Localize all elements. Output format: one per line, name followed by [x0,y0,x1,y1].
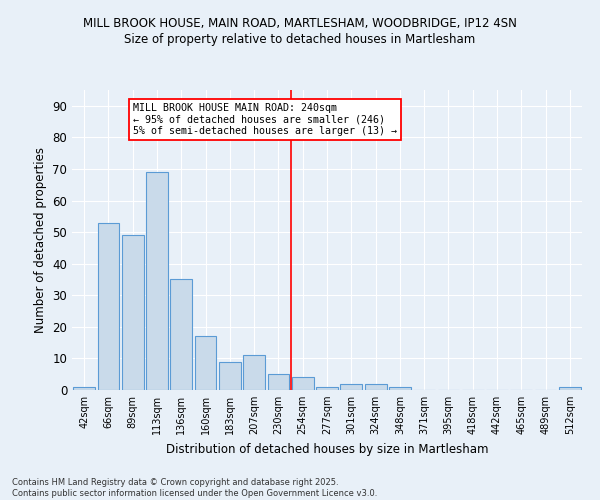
Bar [365,384,386,390]
Bar [170,280,192,390]
X-axis label: Distribution of detached houses by size in Martlesham: Distribution of detached houses by size … [166,442,488,456]
Bar [146,172,168,390]
Bar [73,387,95,390]
Text: MILL BROOK HOUSE MAIN ROAD: 240sqm
← 95% of detached houses are smaller (246)
5%: MILL BROOK HOUSE MAIN ROAD: 240sqm ← 95%… [133,102,397,136]
Bar [219,362,241,390]
Y-axis label: Number of detached properties: Number of detached properties [34,147,47,333]
Text: Contains HM Land Registry data © Crown copyright and database right 2025.
Contai: Contains HM Land Registry data © Crown c… [12,478,377,498]
Bar [243,356,265,390]
Bar [194,336,217,390]
Bar [389,387,411,390]
Bar [316,387,338,390]
Bar [559,387,581,390]
Bar [292,378,314,390]
Text: Size of property relative to detached houses in Martlesham: Size of property relative to detached ho… [124,32,476,46]
Bar [97,222,119,390]
Bar [340,384,362,390]
Bar [122,236,143,390]
Text: MILL BROOK HOUSE, MAIN ROAD, MARTLESHAM, WOODBRIDGE, IP12 4SN: MILL BROOK HOUSE, MAIN ROAD, MARTLESHAM,… [83,18,517,30]
Bar [268,374,289,390]
